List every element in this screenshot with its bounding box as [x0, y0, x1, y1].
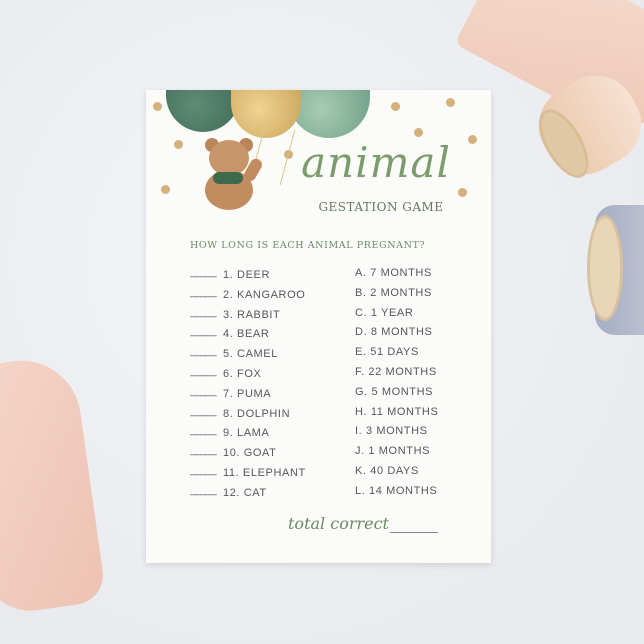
gold-dot	[284, 150, 293, 159]
answer-blank: _____	[190, 464, 217, 476]
animal-label: 11. ELEPHANT	[223, 467, 306, 479]
answer-option: H. 11 MONTHS	[355, 405, 439, 418]
gold-dot	[153, 102, 162, 111]
card-subtitle: GESTATION GAME	[318, 200, 444, 214]
answer-option: J. 1 MONTHS	[355, 445, 431, 458]
gold-dot	[391, 102, 400, 111]
answer-blank: _____	[190, 345, 217, 358]
gold-dot	[161, 185, 170, 194]
answer-option: C. 1 YEAR	[355, 306, 414, 319]
animal-item: _____ 5. CAMEL	[190, 345, 278, 360]
gold-dot	[446, 98, 455, 107]
animal-item: _____ 11. ELEPHANT	[190, 464, 306, 479]
animal-label: 1. DEER	[223, 269, 270, 281]
animal-item: _____ 12. CAT	[190, 484, 267, 499]
animal-item: _____ 1. DEER	[190, 266, 270, 281]
animal-label: 12. CAT	[223, 486, 267, 499]
answer-option: K. 40 DAYS	[355, 465, 419, 477]
gold-dot	[468, 135, 477, 144]
animal-item: _____ 10. GOAT	[190, 444, 277, 459]
animal-item: _____ 3. RABBIT	[190, 306, 280, 321]
answer-blank: _____	[190, 305, 217, 318]
animal-item: _____ 4. BEAR	[190, 325, 269, 340]
animal-label: 7. PUMA	[223, 387, 272, 400]
answer-option: F. 22 MONTHS	[355, 366, 437, 378]
ribbon-spool-blue	[587, 205, 644, 335]
question: HOW LONG IS EACH ANIMAL PREGNANT?	[190, 240, 426, 251]
answer-blank: _____	[190, 365, 217, 377]
teddy-bear-illustration	[201, 138, 271, 215]
game-card: animal GESTATION GAME HOW LONG IS EACH A…	[146, 90, 491, 563]
total-correct-label: total correct	[288, 514, 389, 533]
answer-blank: _____	[190, 384, 217, 397]
answer-blank: _____	[190, 424, 217, 437]
answer-option: A. 7 MONTHS	[355, 267, 432, 279]
animal-item: _____ 8. DOLPHIN	[190, 405, 290, 420]
bow-tie	[213, 172, 243, 184]
answer-blank: _____	[190, 483, 217, 496]
total-correct-blank	[390, 532, 438, 533]
animal-item: _____ 7. PUMA	[190, 385, 271, 400]
animal-label: 9. LAMA	[223, 427, 270, 440]
animal-label: 5. CAMEL	[223, 348, 278, 361]
animal-label: 6. FOX	[223, 368, 262, 380]
card-title: animal	[301, 138, 451, 187]
answer-blank: _____	[190, 266, 217, 278]
gold-dot	[174, 140, 183, 149]
answer-blank: _____	[190, 285, 217, 298]
animal-label: 8. DOLPHIN	[223, 407, 291, 420]
answer-option: D. 8 MONTHS	[355, 326, 433, 339]
animal-item: _____ 9. LAMA	[190, 424, 269, 439]
animal-item: _____ 6. FOX	[190, 365, 261, 380]
animal-label: 2. KANGAROO	[223, 288, 306, 301]
answer-blank: _____	[190, 404, 217, 417]
answer-blank: _____	[190, 444, 217, 457]
animal-label: 3. RABBIT	[223, 308, 281, 321]
answer-option: E. 51 DAYS	[355, 346, 419, 359]
answer-option: L. 14 MONTHS	[355, 484, 438, 497]
answer-option: I. 3 MONTHS	[355, 425, 428, 438]
animal-label: 10. GOAT	[223, 447, 277, 460]
gold-dot	[414, 128, 423, 137]
spool-end	[587, 215, 623, 321]
gold-dot	[458, 188, 467, 197]
animal-label: 4. BEAR	[223, 328, 270, 341]
answer-option: G. 5 MONTHS	[355, 385, 434, 398]
answer-blank: _____	[190, 325, 217, 338]
animal-item: _____ 2. KANGAROO	[190, 286, 305, 301]
answer-option: B. 2 MONTHS	[355, 286, 432, 299]
green-balloon	[166, 90, 240, 132]
